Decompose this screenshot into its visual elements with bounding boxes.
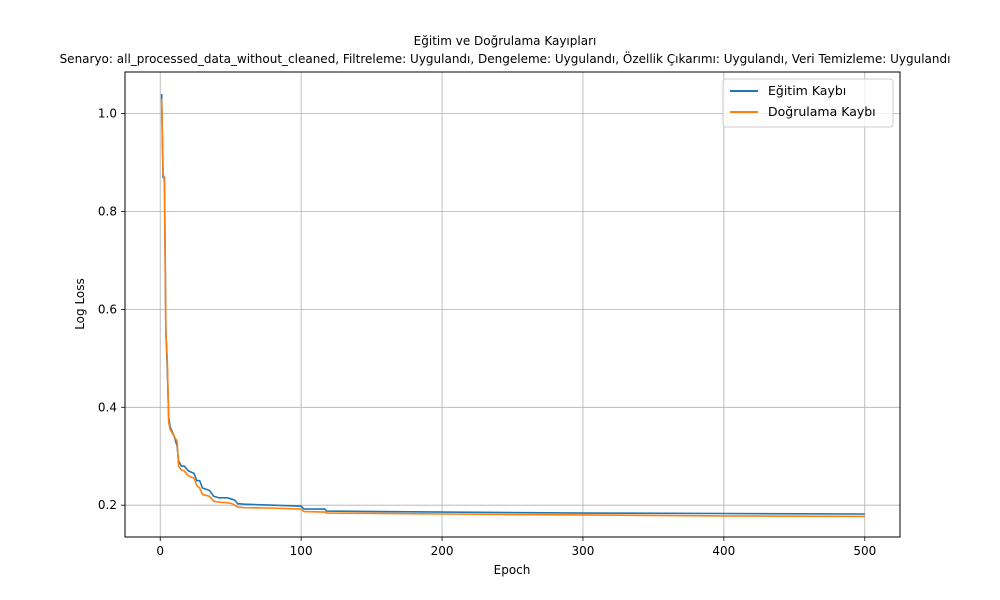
x-tick-label: 0 (156, 544, 164, 558)
legend-box (722, 78, 894, 128)
x-tick-label: 200 (431, 544, 454, 558)
plot-lines (160, 94, 865, 518)
legend: Eğitim Kaybı Doğrulama Kaybı (722, 78, 894, 128)
y-tick-label: 0.4 (98, 400, 117, 414)
x-tick-label: 300 (572, 544, 595, 558)
y-tick-label: 0.6 (98, 302, 117, 316)
y-tick-label: 0.2 (98, 498, 117, 512)
x-tick-label: 500 (853, 544, 876, 558)
y-tick-label: 1.0 (98, 107, 117, 121)
x-axis-label: Epoch (494, 563, 531, 577)
y-axis-ticks: 0.2 0.4 0.6 0.8 1.0 (98, 107, 125, 512)
legend-label-validation: Doğrulama Kaybı (768, 104, 876, 119)
chart-subtitle: Senaryo: all_processed_data_without_clea… (60, 50, 951, 66)
legend-label-training: Eğitim Kaybı (768, 83, 846, 98)
chart-title: Eğitim ve Doğrulama Kayıpları (414, 34, 597, 48)
x-axis-ticks: 0 100 200 300 400 500 (156, 537, 876, 558)
y-axis-label: Log Loss (73, 278, 87, 330)
validation-loss-line (160, 98, 865, 518)
x-tick-label: 100 (290, 544, 313, 558)
plot-frame (124, 71, 901, 538)
y-tick-label: 0.8 (98, 205, 117, 219)
x-tick-label: 400 (712, 544, 735, 558)
